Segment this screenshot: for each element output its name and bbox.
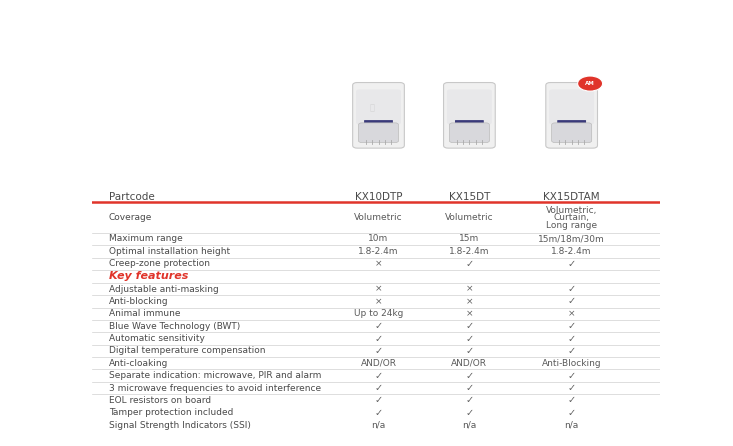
Text: ✓: ✓ xyxy=(567,297,575,306)
Text: n/a: n/a xyxy=(372,421,386,429)
FancyBboxPatch shape xyxy=(546,83,597,148)
Text: ✓: ✓ xyxy=(567,334,575,343)
Text: KX15DTAM: KX15DTAM xyxy=(543,192,600,202)
Text: ✓: ✓ xyxy=(465,408,474,418)
Text: Creep-zone protection: Creep-zone protection xyxy=(108,259,210,268)
Text: Optimal installation height: Optimal installation height xyxy=(108,247,229,256)
Text: AND/OR: AND/OR xyxy=(361,359,397,368)
Text: Anti-cloaking: Anti-cloaking xyxy=(108,359,168,368)
Text: AND/OR: AND/OR xyxy=(452,359,487,368)
Text: Long range: Long range xyxy=(546,221,597,230)
Text: ✓: ✓ xyxy=(465,371,474,380)
Text: ×: × xyxy=(465,297,473,306)
Text: Blue Wave Technology (BWT): Blue Wave Technology (BWT) xyxy=(108,322,240,330)
Text: ✓: ✓ xyxy=(375,321,383,331)
FancyBboxPatch shape xyxy=(552,123,592,143)
Text: KX10DTP: KX10DTP xyxy=(355,192,402,202)
FancyBboxPatch shape xyxy=(549,90,594,124)
Text: ×: × xyxy=(375,259,382,268)
Text: ✓: ✓ xyxy=(465,383,474,393)
Text: 3 microwave frequencies to avoid interference: 3 microwave frequencies to avoid interfe… xyxy=(108,384,321,392)
FancyBboxPatch shape xyxy=(557,120,586,124)
Text: Up to 24kg: Up to 24kg xyxy=(354,310,403,318)
Text: ✓: ✓ xyxy=(567,259,575,268)
Text: ✓: ✓ xyxy=(375,346,383,356)
Text: n/a: n/a xyxy=(463,421,476,429)
Text: Tamper protection included: Tamper protection included xyxy=(108,408,233,417)
Text: 1.8-2.4m: 1.8-2.4m xyxy=(449,247,490,256)
Text: ✓: ✓ xyxy=(375,395,383,405)
Text: 15m: 15m xyxy=(460,235,479,244)
Text: Maximum range: Maximum range xyxy=(108,235,183,244)
Text: n/a: n/a xyxy=(564,421,579,429)
Text: Digital temperature compensation: Digital temperature compensation xyxy=(108,347,265,355)
Text: Partcode: Partcode xyxy=(108,192,155,202)
Text: KX15DT: KX15DT xyxy=(449,192,490,202)
Text: ✓: ✓ xyxy=(567,408,575,418)
Text: ✓: ✓ xyxy=(375,334,383,343)
Text: Volumetric,: Volumetric, xyxy=(546,206,597,215)
Text: Coverage: Coverage xyxy=(108,213,152,222)
FancyBboxPatch shape xyxy=(356,90,401,124)
Text: ✓: ✓ xyxy=(465,334,474,343)
Text: ✓: ✓ xyxy=(465,346,474,356)
Text: Separate indication: microwave, PIR and alarm: Separate indication: microwave, PIR and … xyxy=(108,371,321,380)
Text: 10m: 10m xyxy=(369,235,388,244)
Text: ✓: ✓ xyxy=(465,395,474,405)
Text: Anti-Blocking: Anti-Blocking xyxy=(542,359,602,368)
FancyBboxPatch shape xyxy=(358,123,399,143)
Text: ×: × xyxy=(465,310,473,318)
Text: Anti-blocking: Anti-blocking xyxy=(108,297,169,306)
Text: Curtain,: Curtain, xyxy=(553,213,589,222)
Text: Key features: Key features xyxy=(108,272,188,281)
Text: Automatic sensitivity: Automatic sensitivity xyxy=(108,334,205,343)
Circle shape xyxy=(578,76,603,91)
Text: AM: AM xyxy=(585,81,595,86)
FancyBboxPatch shape xyxy=(455,120,484,124)
Text: ×: × xyxy=(375,297,382,306)
Text: Adjustable anti-masking: Adjustable anti-masking xyxy=(108,285,218,293)
Text: ✓: ✓ xyxy=(375,371,383,380)
Text: ✓: ✓ xyxy=(375,383,383,393)
Text: Volumetric: Volumetric xyxy=(445,213,494,222)
Text: Animal immune: Animal immune xyxy=(108,310,180,318)
Text: 1.8-2.4m: 1.8-2.4m xyxy=(551,247,592,256)
Text: ✓: ✓ xyxy=(567,383,575,393)
Text: ✓: ✓ xyxy=(567,371,575,380)
Text: ✓: ✓ xyxy=(465,259,474,268)
Text: ✓: ✓ xyxy=(375,408,383,418)
Text: 🐾: 🐾 xyxy=(369,103,375,113)
FancyBboxPatch shape xyxy=(443,83,496,148)
Text: Signal Strength Indicators (SSI): Signal Strength Indicators (SSI) xyxy=(108,421,251,429)
Text: Volumetric: Volumetric xyxy=(354,213,403,222)
Text: ✓: ✓ xyxy=(567,321,575,331)
Text: ×: × xyxy=(568,310,575,318)
Text: ✓: ✓ xyxy=(567,395,575,405)
FancyBboxPatch shape xyxy=(447,90,492,124)
Text: ✓: ✓ xyxy=(567,346,575,356)
Text: 15m/18m/30m: 15m/18m/30m xyxy=(538,235,605,244)
Text: ✓: ✓ xyxy=(465,321,474,331)
FancyBboxPatch shape xyxy=(449,123,490,143)
Text: ✓: ✓ xyxy=(567,284,575,294)
Text: EOL resistors on board: EOL resistors on board xyxy=(108,396,211,405)
FancyBboxPatch shape xyxy=(364,120,393,124)
Text: ×: × xyxy=(465,285,473,293)
FancyBboxPatch shape xyxy=(353,83,405,148)
Text: 1.8-2.4m: 1.8-2.4m xyxy=(358,247,399,256)
Text: ×: × xyxy=(375,285,382,293)
